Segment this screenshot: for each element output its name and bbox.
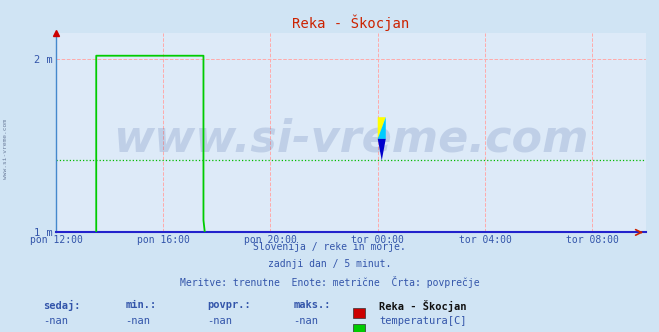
Text: www.si-vreme.com: www.si-vreme.com	[113, 117, 588, 160]
Polygon shape	[378, 117, 386, 139]
Text: www.si-vreme.com: www.si-vreme.com	[3, 120, 8, 179]
Text: Meritve: trenutne  Enote: metrične  Črta: povprečje: Meritve: trenutne Enote: metrične Črta: …	[180, 276, 479, 288]
Text: -nan: -nan	[125, 316, 150, 326]
Text: min.:: min.:	[125, 300, 156, 310]
Text: temperatura[C]: temperatura[C]	[379, 316, 467, 326]
Polygon shape	[378, 139, 386, 160]
Title: Reka - Škocjan: Reka - Škocjan	[293, 14, 409, 31]
Text: Slovenija / reke in morje.: Slovenija / reke in morje.	[253, 242, 406, 252]
Text: povpr.:: povpr.:	[208, 300, 251, 310]
Text: sedaj:: sedaj:	[43, 300, 80, 311]
Text: -nan: -nan	[43, 316, 68, 326]
Text: -nan: -nan	[208, 316, 233, 326]
Polygon shape	[378, 117, 386, 139]
Text: Reka - Škocjan: Reka - Škocjan	[379, 300, 467, 312]
Text: maks.:: maks.:	[293, 300, 331, 310]
Text: -nan: -nan	[293, 316, 318, 326]
Text: zadnji dan / 5 minut.: zadnji dan / 5 minut.	[268, 259, 391, 269]
